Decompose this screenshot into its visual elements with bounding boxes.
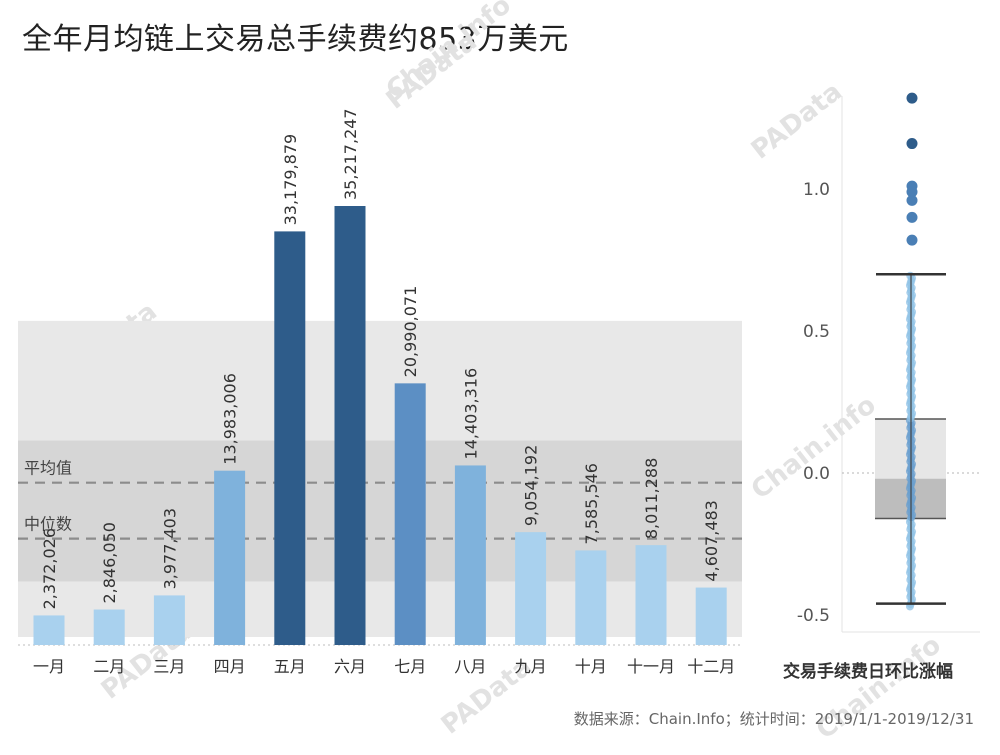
bar-7 xyxy=(394,383,426,645)
watermark-1: PAData xyxy=(746,77,848,166)
bar-value-label-10: 7,585,546 xyxy=(582,463,601,544)
x-tick-label-6: 六月 xyxy=(334,657,366,676)
x-tick-label-12: 十二月 xyxy=(687,657,735,676)
daily-change-box-plot: -0.5 0.0 0.5 1.0 交易手续费日环比涨幅 xyxy=(783,92,980,682)
bar-6 xyxy=(334,206,366,645)
box-y-tick-1: 0.0 xyxy=(803,464,830,484)
x-tick-label-4: 四月 xyxy=(214,657,246,676)
box-x-label: 交易手续费日环比涨幅 xyxy=(783,661,953,682)
bar-11 xyxy=(635,545,667,645)
bar-value-label-11: 8,011,288 xyxy=(642,458,661,539)
bar-value-label-2: 2,846,050 xyxy=(100,522,119,603)
bar-10 xyxy=(575,550,607,645)
bar-value-label-12: 4,607,483 xyxy=(702,500,721,581)
box-y-tick-3: 1.0 xyxy=(803,180,830,200)
outlier-point-1 xyxy=(906,92,918,104)
bar-9 xyxy=(515,532,547,645)
reference-label-0: 平均值 xyxy=(24,459,72,478)
bar-value-label-6: 35,217,247 xyxy=(341,108,360,200)
reference-label-1: 中位数 xyxy=(24,515,72,534)
outlier-point-2 xyxy=(906,138,918,150)
x-tick-label-2: 二月 xyxy=(93,657,125,676)
bar-value-label-3: 3,977,403 xyxy=(160,508,179,589)
chart-title: 全年月均链上交易总手续费约853万美元 xyxy=(22,22,569,57)
box-y-tick-0: -0.5 xyxy=(797,606,830,626)
box-y-tick-2: 0.5 xyxy=(803,322,830,342)
bar-value-label-8: 14,403,316 xyxy=(461,368,480,460)
watermark-5: Chain.info xyxy=(381,0,517,106)
bar-12 xyxy=(695,587,727,645)
bar-value-label-4: 13,983,006 xyxy=(221,373,240,465)
source-note: 数据来源：Chain.Info；统计时间：2019/1/1-2019/12/31 xyxy=(573,710,974,728)
outlier-point-7 xyxy=(906,234,918,246)
x-tick-label-7: 七月 xyxy=(394,657,426,676)
bar-value-label-5: 33,179,879 xyxy=(281,134,300,226)
bar-value-label-7: 20,990,071 xyxy=(401,286,420,378)
bar-8 xyxy=(454,465,486,645)
x-tick-label-10: 十月 xyxy=(575,657,607,676)
x-tick-label-5: 五月 xyxy=(274,657,306,676)
outlier-point-6 xyxy=(906,211,918,223)
bar-5 xyxy=(274,231,306,645)
x-tick-label-11: 十一月 xyxy=(627,657,675,676)
bar-3 xyxy=(153,595,185,645)
reference-band-inner xyxy=(18,440,742,582)
x-tick-label-1: 一月 xyxy=(33,657,65,676)
outlier-point-5 xyxy=(906,194,918,206)
x-tick-label-8: 八月 xyxy=(454,657,486,676)
bar-value-label-9: 9,054,192 xyxy=(522,445,541,526)
bar-value-label-1: 2,372,026 xyxy=(40,528,59,609)
bar-2 xyxy=(93,609,125,645)
bar-4 xyxy=(214,470,246,645)
x-tick-label-9: 九月 xyxy=(515,657,547,676)
bar-1 xyxy=(33,615,65,645)
x-tick-label-3: 三月 xyxy=(153,657,185,676)
outlier-point-4 xyxy=(906,186,918,198)
watermark-7: Chain.info xyxy=(746,390,882,505)
